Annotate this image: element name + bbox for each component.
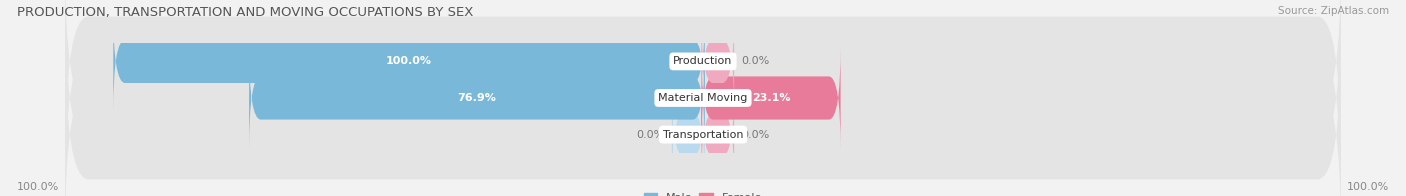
FancyBboxPatch shape bbox=[672, 83, 704, 186]
Text: PRODUCTION, TRANSPORTATION AND MOVING OCCUPATIONS BY SEX: PRODUCTION, TRANSPORTATION AND MOVING OC… bbox=[17, 6, 474, 19]
Text: 0.0%: 0.0% bbox=[637, 130, 665, 140]
FancyBboxPatch shape bbox=[65, 33, 1341, 196]
Text: 0.0%: 0.0% bbox=[741, 130, 769, 140]
FancyBboxPatch shape bbox=[702, 10, 734, 113]
FancyBboxPatch shape bbox=[65, 0, 1341, 163]
Text: 100.0%: 100.0% bbox=[387, 56, 432, 66]
FancyBboxPatch shape bbox=[114, 10, 704, 113]
Text: Material Moving: Material Moving bbox=[658, 93, 748, 103]
FancyBboxPatch shape bbox=[249, 46, 704, 150]
FancyBboxPatch shape bbox=[702, 83, 734, 186]
Text: Source: ZipAtlas.com: Source: ZipAtlas.com bbox=[1278, 6, 1389, 16]
Text: Transportation: Transportation bbox=[662, 130, 744, 140]
FancyBboxPatch shape bbox=[65, 0, 1341, 196]
Text: 100.0%: 100.0% bbox=[17, 182, 59, 192]
Text: Production: Production bbox=[673, 56, 733, 66]
Text: 76.9%: 76.9% bbox=[457, 93, 496, 103]
Text: 100.0%: 100.0% bbox=[1347, 182, 1389, 192]
Legend: Male, Female: Male, Female bbox=[640, 188, 766, 196]
Text: 23.1%: 23.1% bbox=[752, 93, 790, 103]
Text: 0.0%: 0.0% bbox=[741, 56, 769, 66]
FancyBboxPatch shape bbox=[702, 46, 841, 150]
